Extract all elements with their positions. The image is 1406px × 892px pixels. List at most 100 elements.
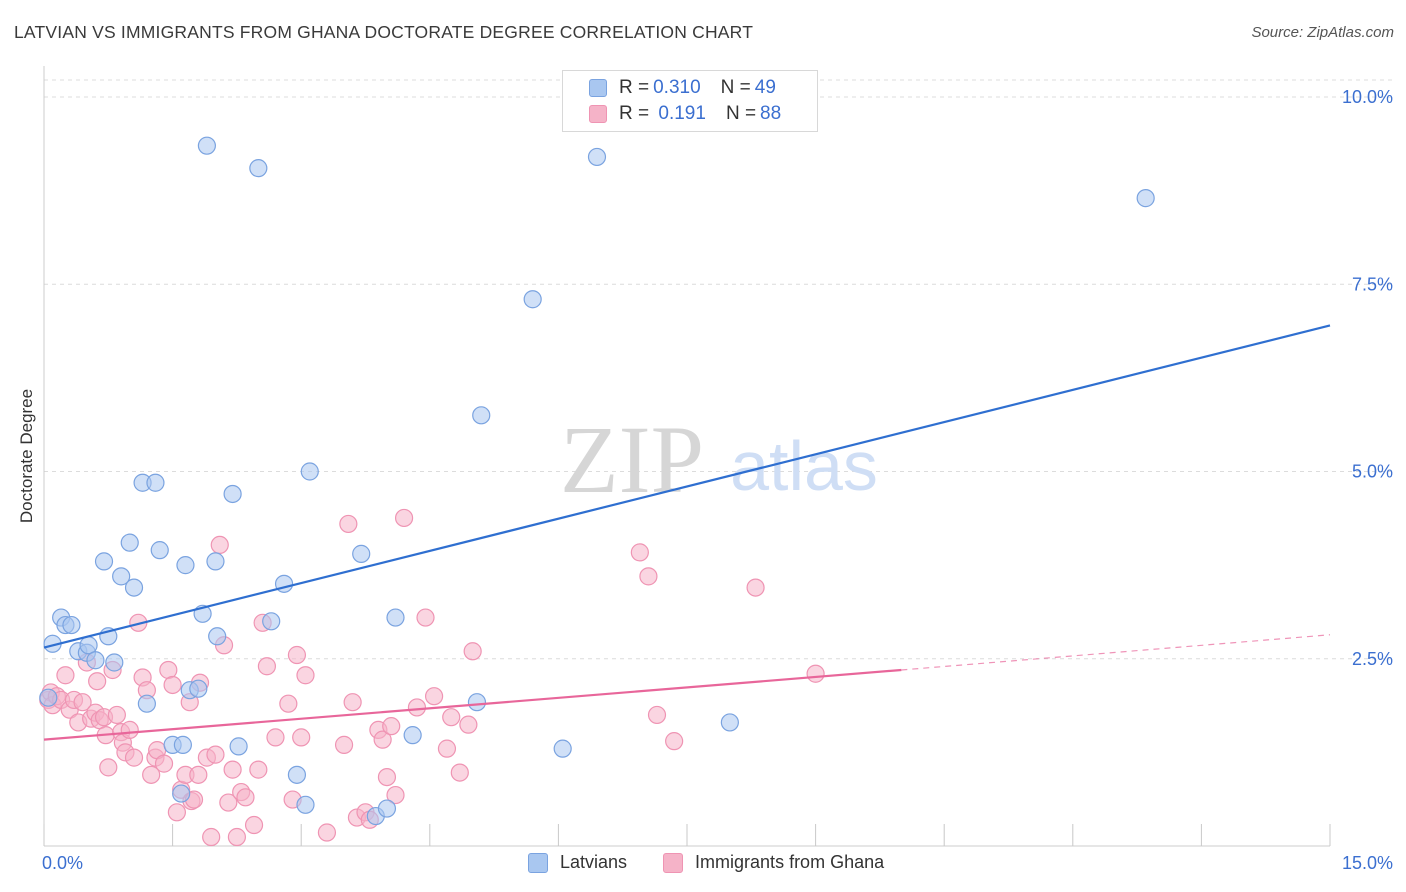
watermark-atlas: atlas [730, 427, 878, 505]
latvian-point [720, 713, 739, 732]
chart-title: LATVIAN VS IMMIGRANTS FROM GHANA DOCTORA… [14, 22, 754, 42]
latvian-point [105, 653, 124, 672]
axes [43, 66, 1331, 847]
latvian-point [523, 290, 542, 309]
source-credit: Source: ZipAtlas.com [1251, 24, 1394, 41]
watermark: ZIP atlas [560, 406, 878, 513]
legend-item-latvians[interactable]: Latvians [528, 852, 627, 873]
ghana-point [450, 763, 469, 782]
ghana-point [249, 760, 268, 779]
ghana-point [163, 675, 182, 695]
x-tick-label: 0.0% [42, 853, 83, 873]
latvian-point [403, 726, 422, 745]
latvian-point [94, 552, 114, 571]
ghana-trend-line [43, 668, 902, 741]
legend-swatch-pink [589, 105, 607, 123]
latvian-point [262, 612, 281, 631]
latvian-point [173, 735, 192, 754]
latvian-point [176, 556, 195, 575]
ghana-point [279, 694, 298, 713]
latvian-point [112, 567, 131, 586]
ghana-point [382, 717, 401, 736]
trend-lines [43, 324, 1331, 741]
ghana-point [647, 705, 667, 725]
gridlines [44, 79, 1392, 660]
ghana-point [806, 664, 825, 683]
ghana-point [189, 765, 208, 784]
y-tick-label: 10.0% [1342, 87, 1393, 107]
legend-swatch-blue [589, 79, 607, 97]
ghana-point [377, 767, 397, 787]
ghana-point [665, 732, 684, 751]
ghana-point [210, 535, 229, 555]
latvian-trend-line [43, 324, 1331, 649]
ghana-point [236, 788, 255, 807]
latvian-point [206, 552, 225, 571]
latvian-point [223, 484, 242, 504]
ghana-points [39, 508, 825, 847]
ghana-point [124, 748, 144, 767]
ghana-point [296, 666, 315, 685]
latvian-point [467, 693, 487, 712]
legend-item-ghana[interactable]: Immigrants from Ghana [663, 852, 884, 873]
ghana-point [287, 645, 307, 665]
y-tick-label: 7.5% [1352, 274, 1393, 294]
ghana-point [120, 720, 139, 740]
latvian-point [39, 688, 58, 707]
ghana-point [437, 739, 457, 758]
latvian-point [1136, 189, 1155, 208]
latvian-point [137, 694, 156, 713]
ghana-point [219, 793, 238, 812]
ghana-point [424, 687, 444, 706]
y-tick-label: 5.0% [1352, 462, 1393, 482]
latvian-point [296, 795, 315, 814]
ghana-point [88, 672, 107, 691]
latvian-point [352, 544, 371, 563]
ghana-point [227, 827, 246, 847]
ghana-point [73, 693, 92, 712]
legend-n-label: N = [720, 77, 751, 98]
latvian-point [229, 737, 248, 756]
ghana-point [167, 803, 186, 822]
latvian-point [472, 406, 491, 425]
latvian-point [146, 473, 165, 492]
ghana-point [416, 608, 435, 627]
ghana-point [223, 760, 242, 779]
ghana-point [746, 578, 765, 597]
legend-swatch-latvians [528, 852, 548, 873]
ghana-point [257, 657, 277, 676]
ghana-point [343, 693, 362, 712]
ghana-point [107, 705, 126, 725]
series-legend: Latvians Immigrants from Ghana [528, 852, 920, 873]
ghana-point [373, 730, 392, 749]
stats-legend: R = 0.310 N = 49 R = 0.191 N = 88 [562, 70, 818, 132]
ghana-point [339, 514, 358, 534]
legend-row-latvians: R = 0.310 N = 49 [589, 75, 776, 101]
tick-labels: 2.5% 5.0% 7.5% 10.0% 0.0% 15.0% [42, 87, 1393, 873]
legend-r-label: R = [619, 77, 650, 98]
ghana-point [394, 508, 414, 528]
ghana-point [202, 827, 221, 847]
latvian-point [300, 462, 319, 481]
ghana-point [292, 728, 311, 747]
latvian-point [120, 533, 139, 552]
ghana-point [56, 666, 75, 685]
x-tick-label: 15.0% [1342, 853, 1393, 873]
ghana-point [630, 543, 649, 562]
ghana-point [244, 815, 264, 835]
ghana-point [266, 728, 285, 747]
latvian-point [249, 159, 268, 178]
ghana-point [639, 567, 658, 586]
legend-label-latvians: Latvians [560, 852, 628, 872]
legend-n-value: 88 [760, 103, 782, 124]
latvian-point [553, 739, 572, 758]
ghana-trend-extension [901, 634, 1331, 671]
ghana-point [386, 785, 405, 805]
latvian-point [377, 799, 397, 818]
latvian-point [197, 136, 216, 155]
watermark-zip: ZIP [560, 406, 704, 513]
ghana-point [159, 660, 178, 680]
latvian-point [189, 679, 208, 698]
legend-r-label: R = [619, 103, 650, 124]
